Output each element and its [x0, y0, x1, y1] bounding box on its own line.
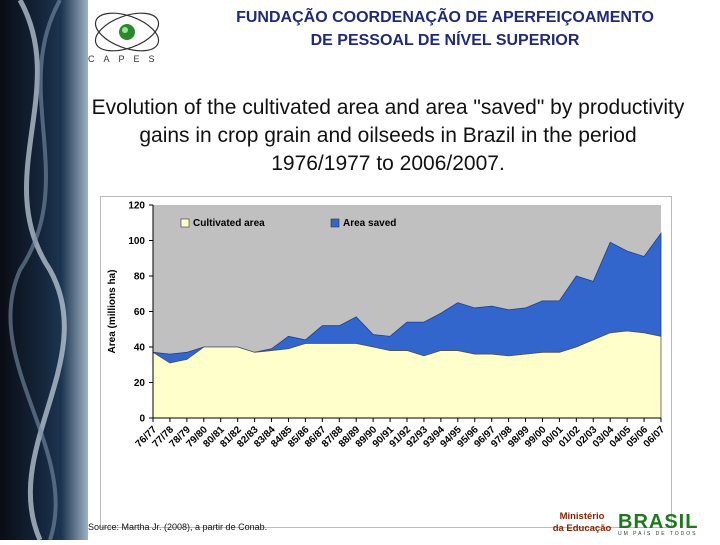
y-axis-title: Area (millions ha): [107, 270, 118, 354]
y-tick-label: 0: [139, 414, 145, 425]
chart-title: Evolution of the cultivated area and are…: [91, 96, 685, 175]
ministry-logo: Ministério da Educação BRASIL UM PAÍS DE…: [548, 511, 720, 540]
ministry-line-2: da Educação: [552, 523, 612, 534]
brasil-wordmark: BRASIL: [618, 511, 699, 533]
source-note: Source: Martha Jr. (2008), a partir de C…: [88, 522, 268, 532]
header-line-2: DE PESSOAL DE NÍVEL SUPERIOR: [310, 32, 580, 49]
series-cultivated-area: [152, 330, 662, 419]
ministry-label: Ministério da Educação: [552, 511, 612, 535]
ministry-line-1: Ministério: [559, 511, 605, 522]
capes-logo-text: CAPES: [88, 54, 164, 64]
y-tick-label: 40: [134, 343, 146, 354]
brasil-slogan: UM PAÍS DE TODOS: [618, 531, 698, 537]
legend-label-cultivated: Cultivated area: [193, 218, 265, 229]
institution-header: FUNDAÇÃO COORDENAÇÃO DE APERFEIÇOAMENTO …: [180, 6, 710, 52]
dna-background-strip: [0, 0, 88, 542]
y-tick-label: 20: [134, 378, 146, 389]
legend-label-saved: Area saved: [343, 218, 396, 229]
capes-logo: [80, 2, 175, 70]
chart-container: 0 20 40 60 80 100 120 76/77 77/78 78/79 79/80 80/81…: [100, 196, 672, 528]
y-tick-label: 80: [134, 272, 146, 283]
y-tick-label: 120: [128, 201, 145, 212]
legend-swatch-cultivated: [180, 218, 190, 228]
capes-globe-icon: [94, 12, 160, 52]
header-line-1: FUNDAÇÃO COORDENAÇÃO DE APERFEIÇOAMENTO: [236, 9, 654, 26]
dna-helix-icon: [8, 0, 67, 542]
y-tick-label: 60: [134, 307, 146, 318]
area-chart: 02040608010012076/7777/7878/7979/8080/81…: [107, 201, 667, 450]
y-tick-label: 100: [128, 236, 145, 247]
legend-swatch-saved: [330, 218, 340, 228]
